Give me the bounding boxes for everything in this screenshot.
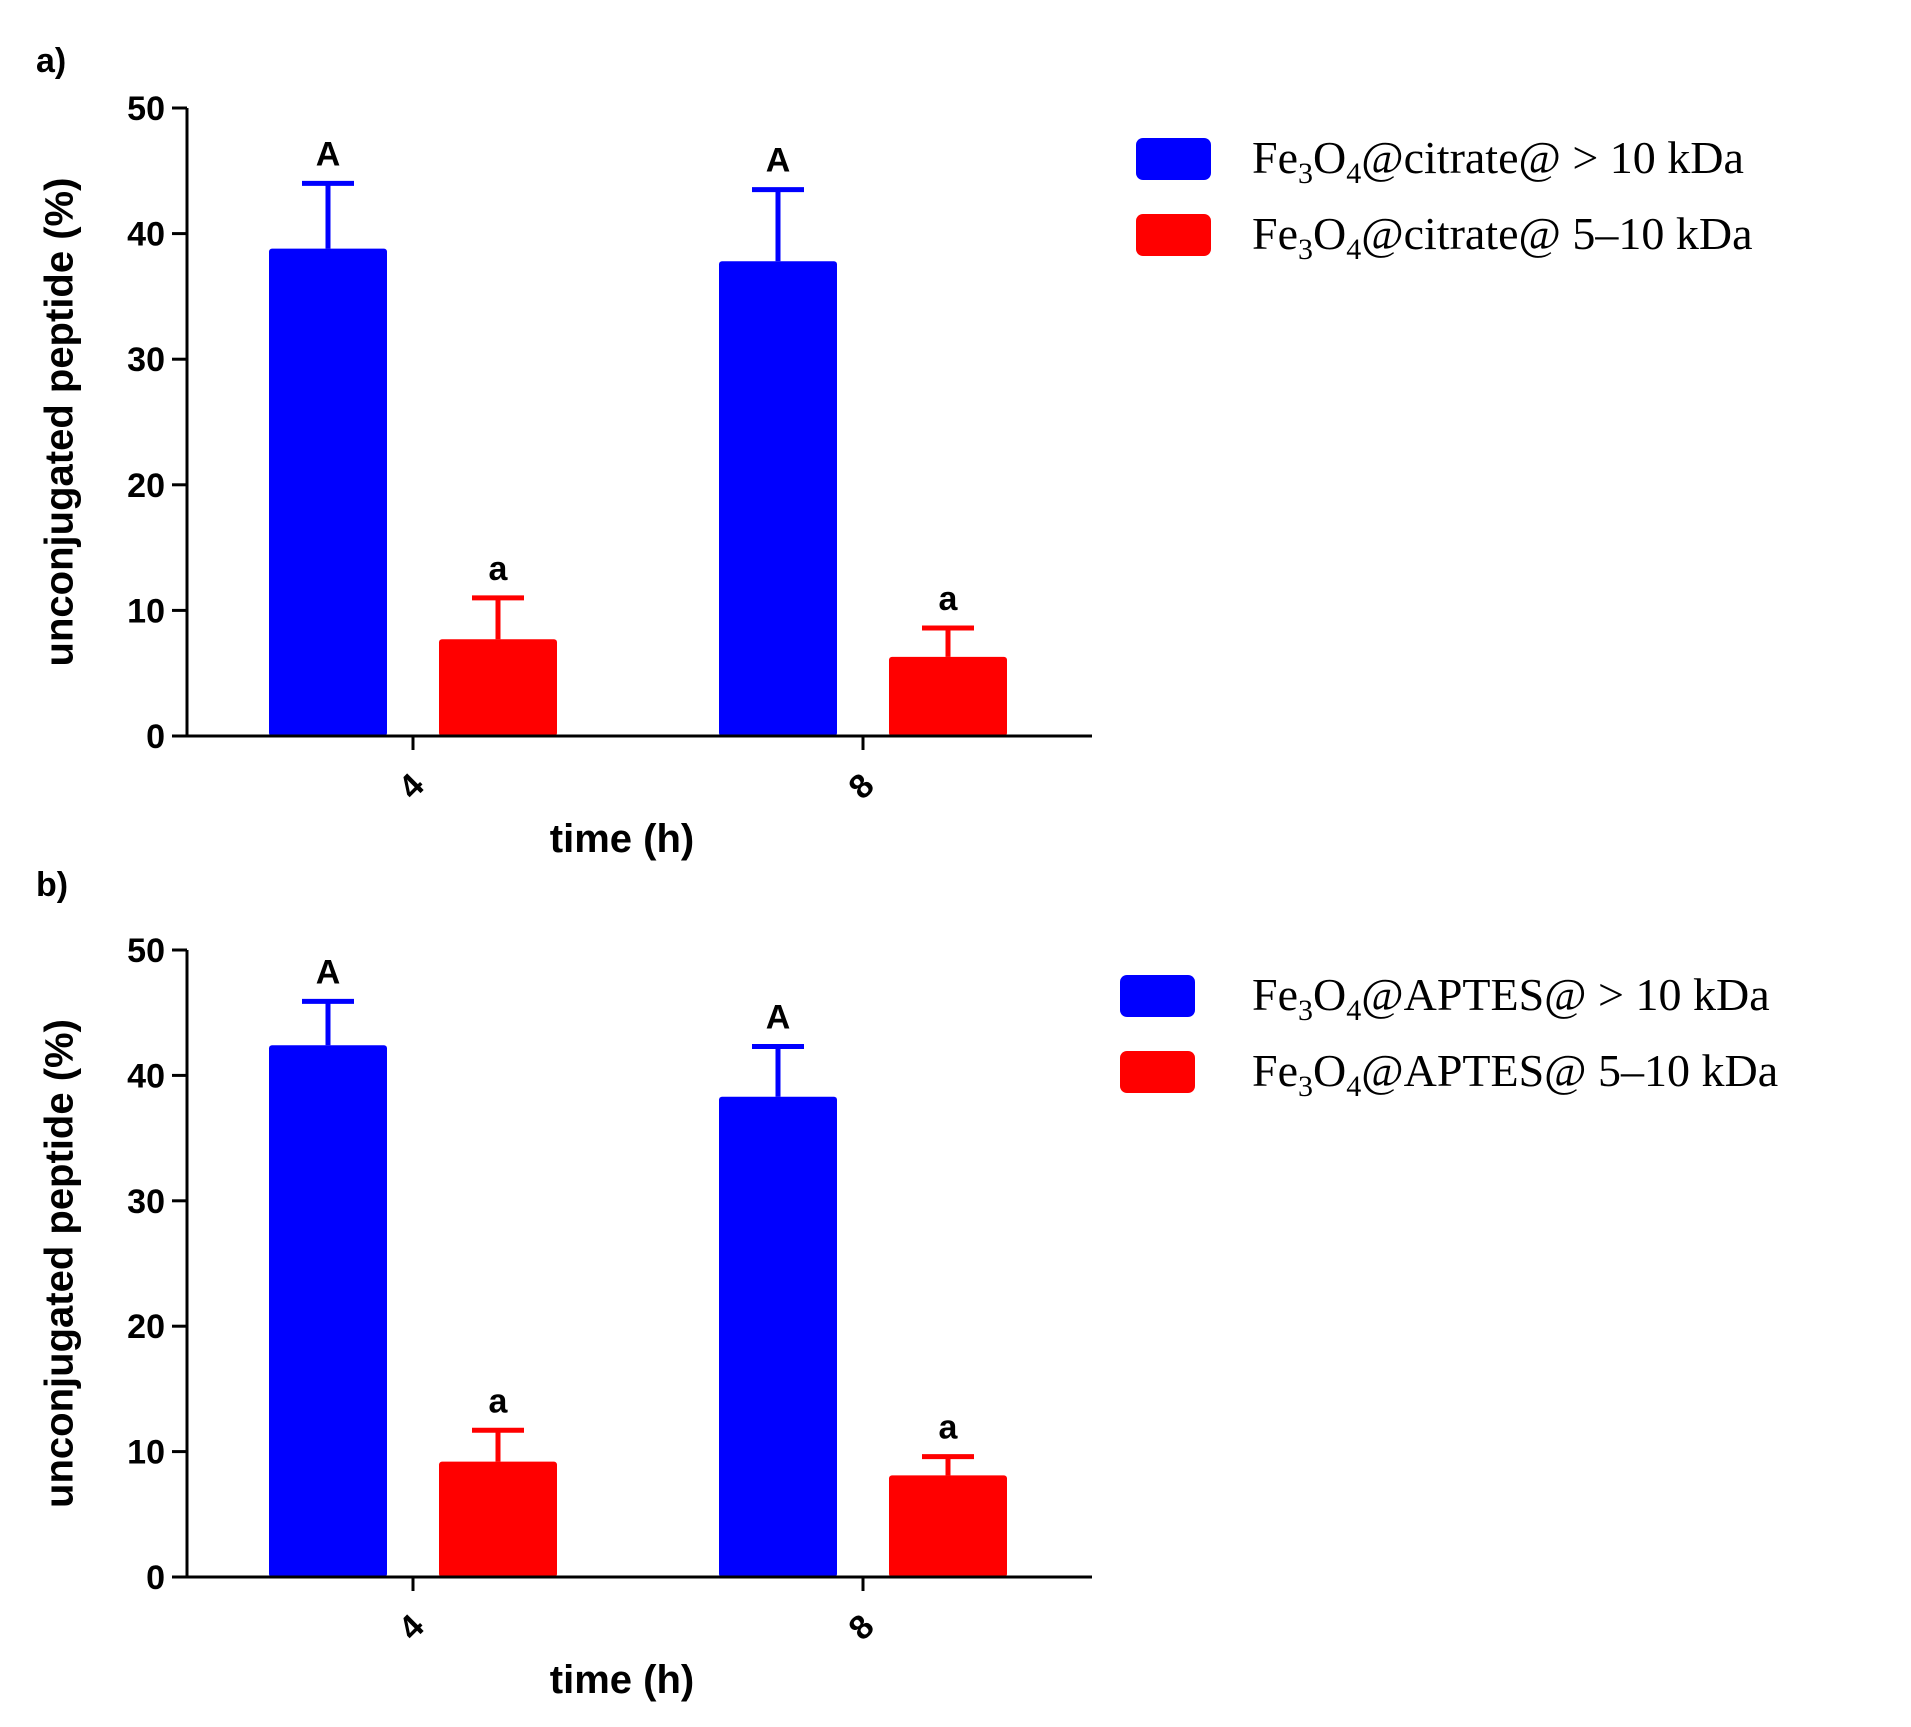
- legend-label-part: 3: [1298, 994, 1313, 1027]
- legend-label-part: @APTES@ 5–10 kDa: [1361, 1045, 1778, 1096]
- x-axis-label: time (h): [550, 817, 694, 861]
- bar-Fe3O4@APTES@ > 10 kDa-8: [719, 1096, 837, 1577]
- y-tick-label: 10: [127, 1434, 165, 1472]
- significance-letter: A: [316, 953, 341, 991]
- legend-label-part: @citrate@ > 10 kDa: [1361, 132, 1744, 183]
- y-axis-label: unconjugated peptide (%): [38, 178, 82, 667]
- legend-label-part: 3: [1298, 157, 1313, 190]
- legend-label-part: @APTES@ > 10 kDa: [1361, 969, 1769, 1020]
- y-tick-label: 50: [127, 932, 165, 970]
- legend-swatch: [1120, 975, 1195, 1017]
- significance-letter: a: [489, 1382, 509, 1420]
- panel-label: a): [36, 42, 66, 80]
- legend-label-part: O: [1313, 1045, 1346, 1096]
- legend-label: Fe3O4@APTES@ > 10 kDa: [1252, 969, 1770, 1027]
- legend-swatch: [1120, 1051, 1195, 1093]
- legend-label-part: @citrate@ 5–10 kDa: [1361, 208, 1752, 259]
- legend-label-part: 3: [1298, 1070, 1313, 1103]
- y-tick-label: 20: [127, 1308, 165, 1346]
- y-axis-label: unconjugated peptide (%): [38, 1019, 82, 1508]
- y-tick-label: 0: [146, 718, 165, 756]
- significance-letter: A: [766, 999, 791, 1037]
- legend-label-part: 4: [1346, 233, 1361, 266]
- y-tick-label: 30: [127, 341, 165, 379]
- significance-letter: a: [939, 580, 959, 618]
- panel-label: b): [36, 866, 68, 904]
- legend-label: Fe3O4@citrate@ > 10 kDa: [1252, 132, 1744, 190]
- bar-Fe3O4@citrate@ 5–10 kDa-8: [889, 656, 1007, 736]
- y-tick-label: 10: [127, 592, 165, 630]
- legend-label-part: 4: [1346, 1070, 1361, 1103]
- y-tick-label: 30: [127, 1183, 165, 1221]
- legend-label-part: Fe: [1252, 208, 1298, 259]
- legend-label-part: 4: [1346, 157, 1361, 190]
- y-tick-label: 50: [127, 90, 165, 128]
- bar-Fe3O4@citrate@ > 10 kDa-8: [719, 261, 837, 736]
- legend-swatch: [1136, 214, 1211, 256]
- y-tick-label: 40: [127, 216, 165, 254]
- bar-Fe3O4@citrate@ > 10 kDa-4: [269, 248, 387, 736]
- significance-letter: a: [939, 1409, 959, 1447]
- legend-label-part: O: [1313, 132, 1346, 183]
- bar-Fe3O4@citrate@ 5–10 kDa-4: [439, 639, 557, 736]
- y-tick-label: 20: [127, 467, 165, 505]
- significance-letter: a: [489, 550, 509, 588]
- legend-label: Fe3O4@citrate@ 5–10 kDa: [1252, 208, 1753, 266]
- bar-Fe3O4@APTES@ 5–10 kDa-4: [439, 1461, 557, 1577]
- significance-letter: A: [766, 142, 791, 180]
- bar-Fe3O4@APTES@ 5–10 kDa-8: [889, 1475, 1007, 1577]
- legend-label-part: Fe: [1252, 132, 1298, 183]
- legend-label-part: 4: [1346, 994, 1361, 1027]
- y-tick-label: 40: [127, 1057, 165, 1095]
- x-axis-label: time (h): [550, 1658, 694, 1702]
- legend-label-part: Fe: [1252, 969, 1298, 1020]
- bar-Fe3O4@APTES@ > 10 kDa-4: [269, 1045, 387, 1577]
- legend-label-part: Fe: [1252, 1045, 1298, 1096]
- y-tick-label: 0: [146, 1559, 165, 1597]
- significance-letter: A: [316, 135, 341, 173]
- legend-label: Fe3O4@APTES@ 5–10 kDa: [1252, 1045, 1778, 1103]
- legend-swatch: [1136, 138, 1211, 180]
- legend-label-part: 3: [1298, 233, 1313, 266]
- legend-label-part: O: [1313, 969, 1346, 1020]
- legend-label-part: O: [1313, 208, 1346, 259]
